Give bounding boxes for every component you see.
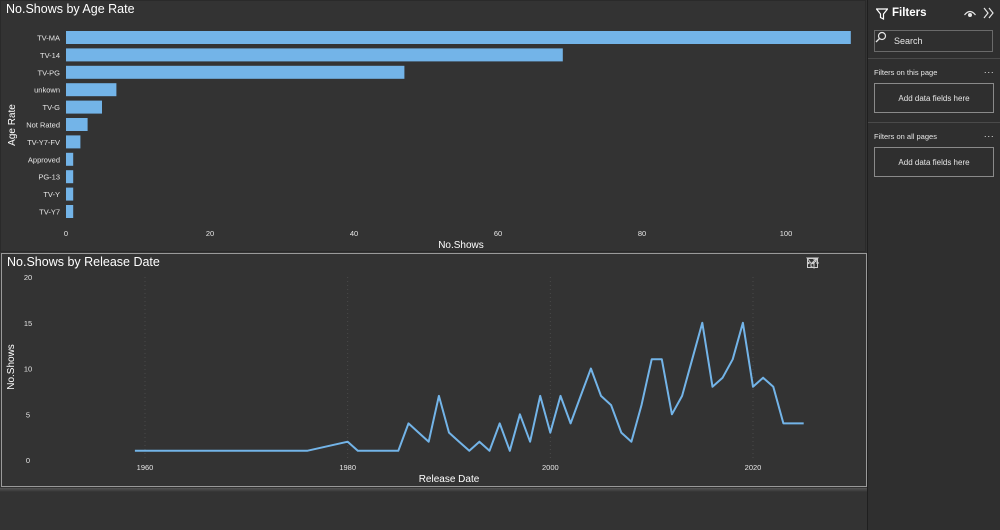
bar-category-label: Not Rated — [26, 121, 60, 130]
drop-zone-all-pages[interactable]: Add data fields here — [874, 147, 994, 177]
section-label-this-page: Filters on this page — [874, 68, 938, 77]
bar-category-label: TV-14 — [40, 51, 60, 60]
bar-category-label: TV-MA — [37, 34, 60, 43]
x-tick-label: 40 — [350, 229, 358, 238]
x-tick-label: 80 — [638, 229, 646, 238]
bar-chart-canvas: TV-MA TV-14 TV-PG unkown TV-G Not Rated TV-Y7-… — [7, 31, 851, 251]
bar-category-label: unkown — [34, 86, 60, 95]
filter-icon — [876, 8, 888, 20]
drop-zone-this-page[interactable]: Add data fields here — [874, 83, 994, 113]
filters-search[interactable] — [874, 30, 993, 52]
bar-category-label: TV-Y — [43, 190, 60, 199]
search-icon — [875, 31, 892, 47]
bar-category-label: TV-Y7-FV — [27, 138, 60, 147]
y-tick-label: 5 — [26, 410, 30, 419]
y-axis-label: No.Shows — [6, 344, 17, 390]
bar — [66, 152, 74, 166]
x-tick-label: 2020 — [745, 463, 762, 472]
y-tick-label: 10 — [24, 365, 32, 374]
filters-title: Filters — [892, 7, 927, 19]
y-tick-label: 20 — [24, 273, 32, 282]
eye-icon[interactable] — [964, 9, 976, 19]
y-tick-label: 15 — [24, 319, 32, 328]
more-options-this-page[interactable]: ... — [984, 65, 995, 75]
x-axis-label: Release Date — [419, 474, 480, 485]
line-chart-canvas: 1960 1980 2000 2020 0 5 10 15 20 Release Date No.S… — [6, 273, 804, 485]
search-input[interactable] — [892, 36, 984, 46]
x-tick-label: 60 — [494, 229, 502, 238]
x-tick-label: 20 — [206, 229, 214, 238]
bar — [66, 187, 74, 201]
bar — [66, 170, 74, 184]
bar-category-label: TV-PG — [37, 68, 60, 77]
bar — [66, 48, 563, 62]
collapse-pane-icon[interactable] — [983, 6, 995, 20]
line-series — [134, 321, 804, 452]
x-axis-label: No.Shows — [438, 240, 484, 251]
x-tick-label: 1980 — [339, 463, 356, 472]
x-tick-label: 100 — [780, 229, 793, 238]
chart-title: No.Shows by Age Rate — [6, 2, 135, 16]
bar — [66, 83, 117, 97]
more-options-icon[interactable] — [807, 257, 862, 269]
visual-release-date-chart[interactable]: No.Shows by Release Date 1960 1980 2000 202… — [1, 253, 867, 487]
filters-header: Filters — [868, 0, 1000, 28]
bar-category-label: TV-G — [42, 103, 60, 112]
bar — [66, 65, 405, 79]
chart-title: No.Shows by Release Date — [7, 255, 160, 269]
visual-header-icons — [806, 257, 862, 269]
bar-category-label: PG-13 — [38, 173, 60, 182]
bar-category-label: TV-Y7 — [39, 208, 60, 217]
bar — [66, 100, 102, 114]
visual-age-rate-chart[interactable]: No.Shows by Age Rate TV-MA TV-14 TV-PG unko… — [0, 0, 866, 252]
divider — [868, 122, 1000, 123]
filters-pane: Filters Filters on this page ... Add dat… — [867, 0, 1000, 530]
bar — [66, 118, 88, 131]
x-tick-label: 1960 — [137, 463, 154, 472]
bar — [66, 205, 74, 218]
x-tick-label: 0 — [64, 229, 68, 238]
y-axis-label: Age Rate — [7, 104, 18, 146]
bar-category-label: Approved — [28, 155, 60, 164]
divider — [868, 58, 1000, 59]
more-options-all-pages[interactable]: ... — [984, 129, 995, 139]
bar — [66, 31, 851, 44]
canvas-bottom — [0, 488, 868, 530]
bar — [66, 135, 81, 149]
y-tick-label: 0 — [26, 456, 30, 465]
x-tick-label: 2000 — [542, 463, 559, 472]
section-label-all-pages: Filters on all pages — [874, 132, 937, 141]
